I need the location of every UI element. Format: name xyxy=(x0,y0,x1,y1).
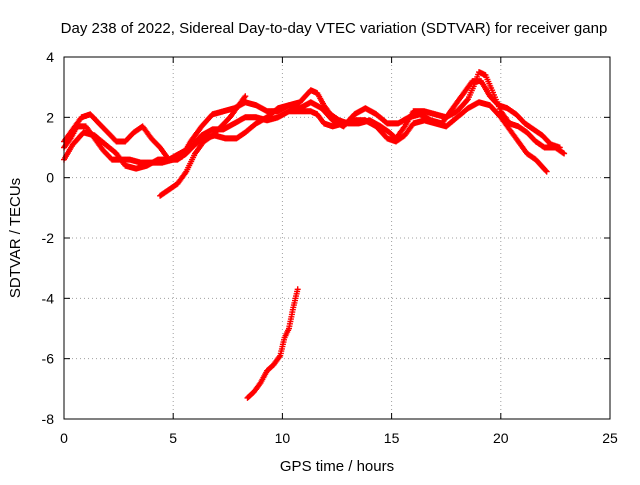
data-point xyxy=(542,167,549,174)
series-track-d xyxy=(157,93,249,199)
data-point xyxy=(561,150,568,157)
y-tick-label: -2 xyxy=(42,230,55,246)
tick-labels: 0 5 10 15 20 25 -8 -6 -4 -2 0 2 4 xyxy=(42,49,618,446)
x-axis-label: GPS time / hours xyxy=(280,458,394,475)
y-tick-label: 4 xyxy=(46,49,54,65)
data-point xyxy=(294,286,301,293)
data-series xyxy=(61,69,568,401)
data-point xyxy=(464,97,471,104)
series-track-c xyxy=(61,78,563,163)
x-tick-label: 15 xyxy=(384,430,400,446)
x-tick-label: 20 xyxy=(493,430,509,446)
x-tick-label: 0 xyxy=(60,430,68,446)
y-tick-label: -6 xyxy=(42,351,55,367)
x-tick-label: 25 xyxy=(602,430,618,446)
y-axis-label: SDTVAR / TECUs xyxy=(7,178,24,298)
y-tick-label: 0 xyxy=(46,170,54,186)
data-point xyxy=(543,168,550,175)
y-tick-label: 2 xyxy=(46,109,54,125)
axis-ticks xyxy=(63,56,611,420)
series-track-e xyxy=(244,286,301,401)
data-point xyxy=(276,353,283,360)
chart-title: Day 238 of 2022, Sidereal Day-to-day VTE… xyxy=(61,20,608,37)
data-point xyxy=(242,93,249,100)
y-tick-label: -8 xyxy=(42,411,55,427)
x-tick-label: 10 xyxy=(275,430,291,446)
data-point xyxy=(556,144,563,151)
x-tick-label: 5 xyxy=(169,430,177,446)
y-tick-label: -4 xyxy=(42,290,55,306)
